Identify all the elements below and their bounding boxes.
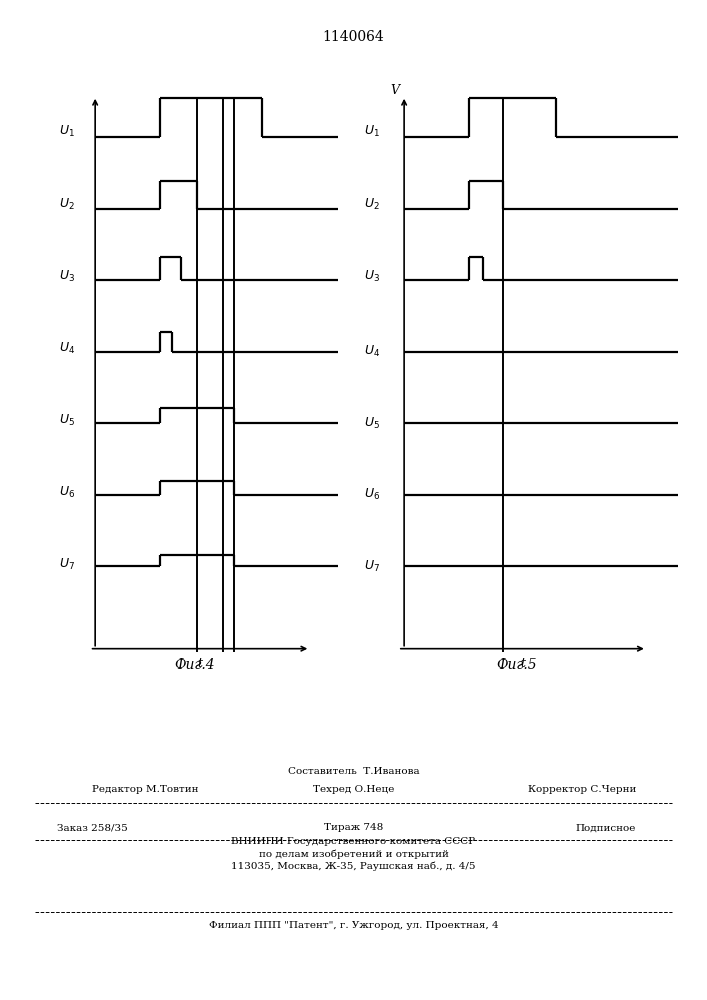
Text: $U_3$: $U_3$ (59, 269, 76, 284)
Text: Заказ 258/35: Заказ 258/35 (57, 824, 127, 832)
Text: Редактор М.Товтин: Редактор М.Товтин (92, 786, 199, 794)
Text: $U_5$: $U_5$ (363, 416, 380, 431)
Text: Подписное: Подписное (576, 824, 636, 832)
Text: $U_7$: $U_7$ (363, 559, 380, 574)
Text: Корректор С.Черни: Корректор С.Черни (528, 786, 636, 794)
Text: $U_6$: $U_6$ (363, 487, 380, 502)
Text: $U_4$: $U_4$ (59, 341, 76, 356)
Text: $U_2$: $U_2$ (363, 197, 380, 212)
Text: $U_1$: $U_1$ (363, 124, 380, 139)
Text: $U_2$: $U_2$ (59, 197, 75, 212)
Text: Фиг.4: Фиг.4 (174, 658, 215, 672)
Text: Составитель  Т.Иванова: Составитель Т.Иванова (288, 768, 419, 776)
Text: V: V (390, 84, 399, 97)
Text: $U_6$: $U_6$ (59, 485, 76, 500)
Text: Техред О.Неце: Техред О.Неце (312, 786, 395, 794)
Text: t: t (197, 657, 202, 670)
Text: 1140064: 1140064 (322, 30, 385, 44)
Text: $U_1$: $U_1$ (59, 124, 75, 139)
Text: Фиг.5: Фиг.5 (496, 658, 537, 672)
Text: t: t (520, 657, 525, 670)
Text: Филиал ППП "Патент", г. Ужгород, ул. Проектная, 4: Филиал ППП "Патент", г. Ужгород, ул. Про… (209, 920, 498, 930)
Text: $U_4$: $U_4$ (363, 344, 380, 359)
Text: Тираж 748: Тираж 748 (324, 824, 383, 832)
Text: по делам изобретений и открытий: по делам изобретений и открытий (259, 849, 448, 859)
Text: 113035, Москва, Ж-35, Раушская наб., д. 4/5: 113035, Москва, Ж-35, Раушская наб., д. … (231, 861, 476, 871)
Text: $U_7$: $U_7$ (59, 557, 76, 572)
Text: ВНИИПИ Государственного комитета СССР: ВНИИПИ Государственного комитета СССР (231, 838, 476, 846)
Text: $U_5$: $U_5$ (59, 413, 75, 428)
Text: $U_3$: $U_3$ (363, 269, 380, 284)
